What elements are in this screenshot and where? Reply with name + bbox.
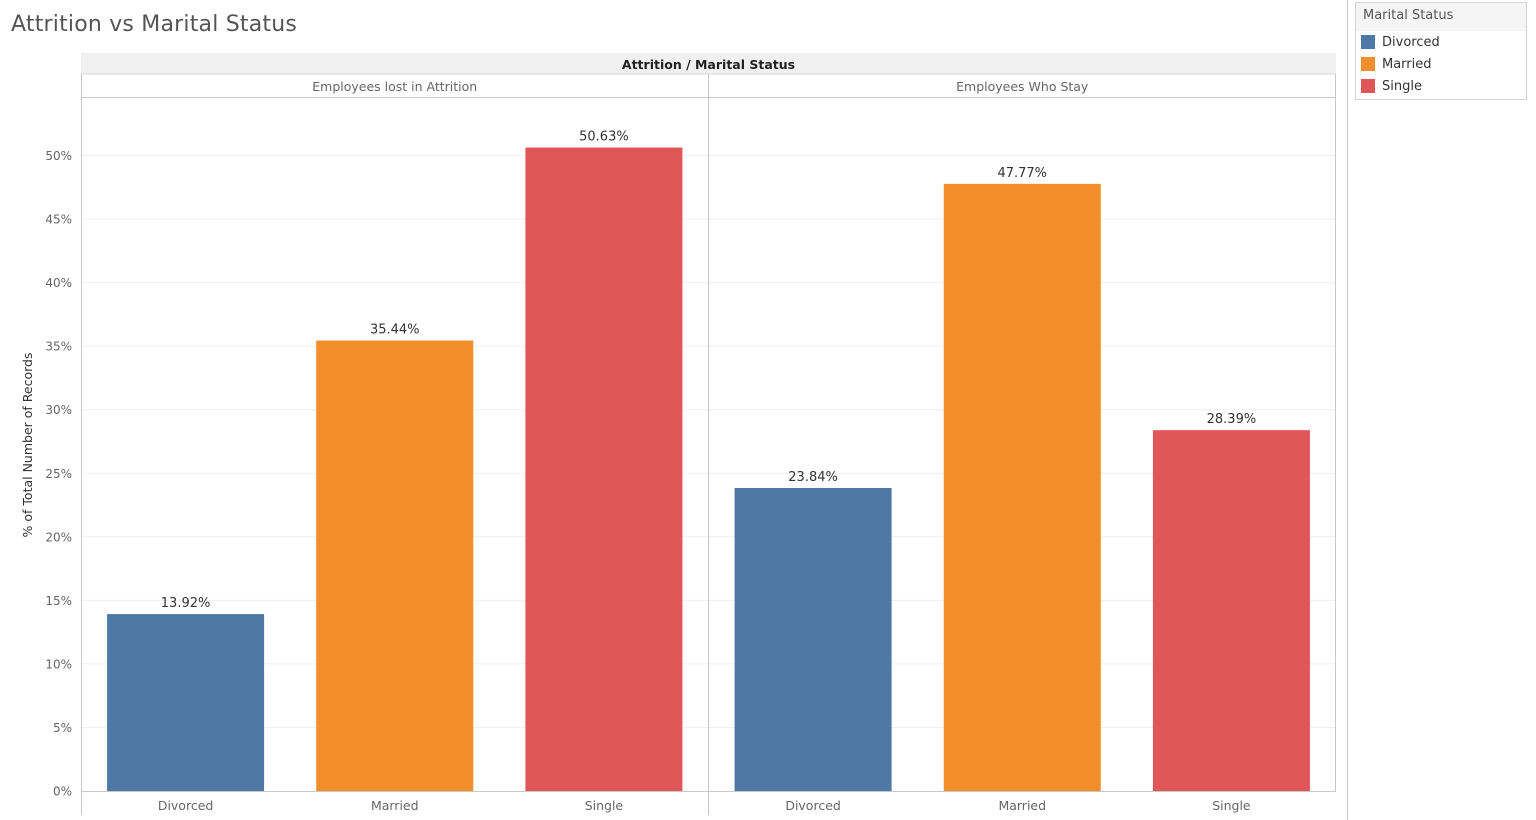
- legend-item-divorced[interactable]: Divorced: [1356, 31, 1526, 53]
- x-tick-label: Married: [371, 798, 419, 813]
- bar: [1152, 430, 1310, 791]
- y-axis-title: % of Total Number of Records: [20, 353, 35, 538]
- legend-label-divorced: Divorced: [1382, 34, 1440, 50]
- y-tick-label: 50%: [45, 149, 72, 163]
- bar: [107, 614, 265, 791]
- x-tick-label: Divorced: [158, 798, 214, 813]
- x-tick-label: Married: [998, 798, 1046, 813]
- bar: [525, 147, 683, 792]
- legend[interactable]: Marital Status Divorced Married Single: [1355, 2, 1527, 100]
- data-label: 23.84%: [788, 470, 838, 485]
- legend-label-single: Single: [1382, 78, 1422, 94]
- legend-swatch-single: [1361, 79, 1375, 93]
- x-tick-label: Single: [1212, 798, 1251, 813]
- y-tick-label: 45%: [45, 213, 72, 227]
- bar: [943, 183, 1101, 791]
- bar: [316, 340, 474, 791]
- legend-item-married[interactable]: Married: [1356, 53, 1526, 75]
- x-tick-label: Single: [585, 798, 624, 813]
- y-tick-label: 10%: [45, 657, 72, 671]
- panel-header-label: Employees Who Stay: [956, 79, 1089, 94]
- data-label: 47.77%: [997, 166, 1047, 181]
- legend-label-married: Married: [1382, 56, 1432, 72]
- panel-header-label: Employees lost in Attrition: [312, 79, 477, 94]
- bar: [734, 487, 892, 791]
- y-tick-label: 5%: [53, 721, 72, 735]
- data-label: 50.63%: [579, 129, 629, 144]
- legend-swatch-married: [1361, 57, 1375, 71]
- data-label: 35.44%: [370, 323, 420, 338]
- legend-swatch-divorced: [1361, 35, 1375, 49]
- y-tick-label: 15%: [45, 594, 72, 608]
- header-label: Attrition / Marital Status: [622, 57, 795, 72]
- x-tick-label: Divorced: [785, 798, 841, 813]
- y-tick-label: 20%: [45, 530, 72, 544]
- chart: Attrition / Marital Status 0% 5% 10% 15% 20% 2…: [20, 53, 1336, 815]
- y-tick-label: 40%: [45, 276, 72, 290]
- legend-divider: [1347, 0, 1348, 820]
- data-label: 13.92%: [161, 596, 211, 611]
- header-band: [81, 53, 1336, 74]
- y-tick-label: 25%: [45, 467, 72, 481]
- legend-title: Marital Status: [1356, 3, 1526, 31]
- legend-item-single[interactable]: Single: [1356, 75, 1526, 97]
- data-label: 28.39%: [1207, 412, 1257, 427]
- y-tick-label: 30%: [45, 403, 72, 417]
- y-tick-label: 0%: [53, 785, 72, 799]
- page-title: Attrition vs Marital Status: [11, 12, 298, 37]
- y-tick-label: 35%: [45, 340, 72, 354]
